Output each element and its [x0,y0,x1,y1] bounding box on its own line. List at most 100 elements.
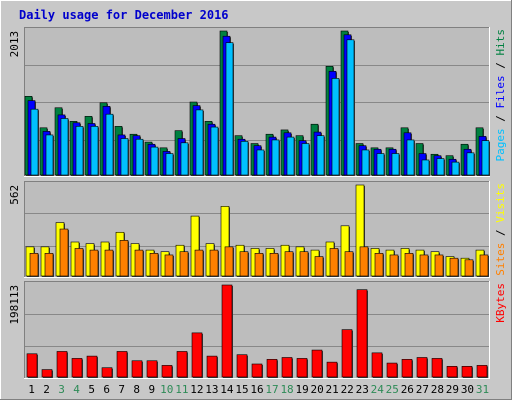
bar-pages-day-22 [346,39,355,176]
bar-kbytes-day-29 [446,366,458,378]
bar-pages-day-14 [225,42,234,176]
bar-kbytes-day-12 [191,332,203,378]
bar-sites-day-16 [254,253,264,277]
x-tick-label-day-23: 23 [356,383,369,396]
bar-pages-day-1 [30,108,39,176]
bar-pages-day-24 [376,153,385,176]
bar-sites-day-30 [464,259,474,277]
x-axis-labels: 1 2 3 4 5 6 7 8 9 10 11 12 13 14 15 16 17 18 19 20 21 22 23 24 2… [28,383,489,396]
bar-kbytes-day-1 [26,353,38,378]
bar-pages-day-13 [210,126,219,176]
bar-pages-day-21 [331,78,340,176]
bar-sites-day-8 [134,249,144,277]
bar-kbytes-day-19 [296,358,308,378]
bar-pages-day-2 [45,134,54,176]
panel-top: 2013 Pages / Files / Hits [8,27,507,177]
label-part: / [494,109,507,129]
panel-bottom: 198113 KBytes [8,281,507,379]
bar-sites-day-17 [269,253,279,277]
x-tick-label-day-6: 6 [103,383,110,396]
bar-sites-day-23 [359,246,369,277]
bar-kbytes-day-14 [221,284,233,378]
x-tick-label-day-30: 30 [461,383,474,396]
x-tick-label-day-7: 7 [118,383,125,396]
x-tick-label-day-26: 26 [401,383,414,396]
bar-pages-day-26 [406,139,415,176]
bar-sites-day-9 [149,253,159,277]
x-tick-label-day-5: 5 [88,383,95,396]
series-sites [29,228,489,277]
bar-pages-day-3 [60,118,69,176]
bar-kbytes-day-25 [386,362,398,378]
bar-kbytes-day-31 [476,365,488,378]
x-tick-label-day-27: 27 [416,383,429,396]
bar-kbytes-day-17 [266,359,278,378]
x-tick-label-day-17: 17 [265,383,278,396]
x-tick-label-day-29: 29 [446,383,459,396]
bar-pages-day-8 [135,138,144,176]
x-tick-label-day-21: 21 [326,383,339,396]
bar-kbytes-day-13 [206,355,218,378]
bar-sites-day-20 [314,256,324,277]
bar-sites-day-3 [59,228,69,277]
bar-pages-day-11 [180,142,189,176]
bar-kbytes-day-21 [326,361,338,378]
bar-sites-day-28 [434,254,444,277]
bar-pages-day-30 [466,152,475,176]
bar-pages-day-20 [316,135,325,176]
series-pages [30,39,490,176]
x-tick-label-day-10: 10 [160,383,173,396]
bar-kbytes-day-30 [461,366,473,378]
bar-kbytes-day-7 [116,351,128,378]
panel-mid: 562 Sites / Visits [8,181,507,278]
bar-kbytes-day-27 [416,357,428,378]
panel-bottom-series-label: KBytes [494,283,507,323]
bar-pages-day-25 [391,153,400,176]
x-tick-label-day-3: 3 [58,383,65,396]
label-part: Sites [494,243,507,276]
bar-pages-day-4 [75,126,84,176]
x-tick-label-day-31: 31 [476,383,489,396]
x-tick-label-day-12: 12 [190,383,203,396]
x-tick-label-day-19: 19 [295,383,308,396]
x-tick-label-day-18: 18 [280,383,293,396]
x-tick-label-day-15: 15 [235,383,248,396]
bar-pages-day-16 [256,149,265,176]
bar-pages-day-28 [436,158,445,176]
bar-sites-day-18 [284,251,294,277]
x-tick-label-day-8: 8 [133,383,140,396]
bar-sites-day-7 [119,240,129,277]
x-tick-label-day-22: 22 [341,383,354,396]
label-part: Hits [494,29,507,56]
bar-sites-day-1 [29,253,39,277]
bar-kbytes-day-6 [101,367,113,378]
bar-sites-day-11 [179,251,189,277]
panel-mid-max-label: 562 [8,185,21,205]
x-tick-label-day-11: 11 [175,383,188,396]
x-tick-label-day-14: 14 [220,383,234,396]
bar-pages-day-27 [421,159,430,176]
bar-pages-day-12 [195,109,204,176]
label-part: KBytes [494,283,507,323]
series-kbytes [26,284,488,378]
x-tick-label-day-13: 13 [205,383,218,396]
bar-pages-day-23 [361,149,370,176]
label-part: / [494,223,507,243]
bar-sites-day-31 [479,254,489,277]
bar-sites-day-10 [164,254,174,277]
bar-kbytes-day-3 [56,351,68,378]
bar-sites-day-24 [374,253,384,277]
x-tick-label-day-25: 25 [386,383,399,396]
bar-kbytes-day-20 [311,349,323,378]
bar-pages-day-5 [90,126,99,176]
bar-kbytes-day-15 [236,354,248,378]
x-tick-label-day-20: 20 [311,383,324,396]
bar-sites-day-27 [419,254,429,277]
bar-kbytes-day-11 [176,351,188,378]
bar-sites-day-29 [449,257,459,277]
x-tick-label-day-24: 24 [371,383,385,396]
bar-pages-day-19 [301,143,310,176]
bar-sites-day-5 [89,249,99,277]
bar-pages-day-29 [451,161,460,176]
